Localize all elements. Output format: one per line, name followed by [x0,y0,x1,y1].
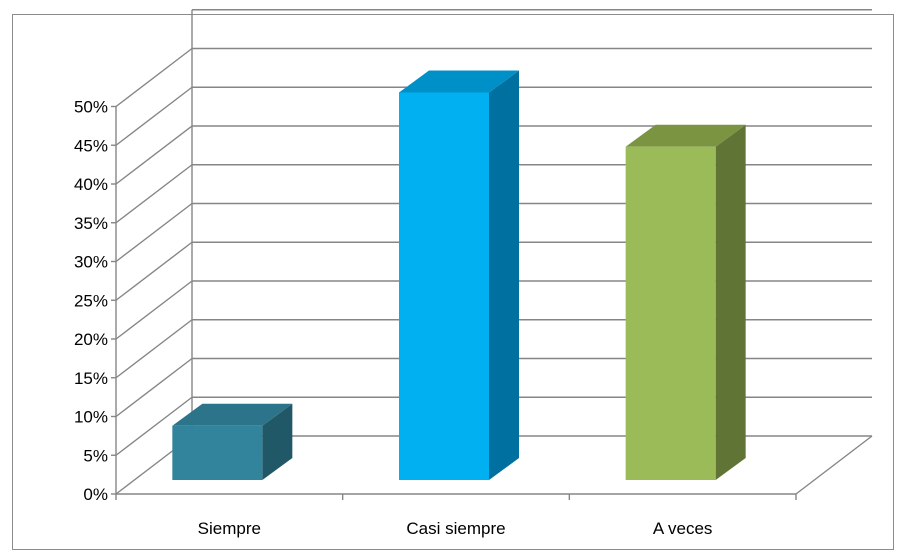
y-tick-label: 25% [74,291,108,310]
gridline-side [115,202,193,263]
gridline-side [115,164,193,224]
bar [399,92,489,480]
y-tick-label: 45% [74,136,108,155]
gridline-side [115,86,193,146]
gridline-side [115,47,193,108]
y-tick-label: 35% [74,214,108,233]
y-tick-label: 5% [83,446,108,465]
y-tick-label: 50% [74,98,108,117]
gridline-side [115,280,193,340]
gridline-side [115,241,193,301]
gridline-side [115,125,193,185]
y-tick-label: 10% [74,408,108,427]
y-tick-label: 40% [74,175,108,194]
bar-side [715,124,746,480]
x-tick-label: Casi siempre [406,519,505,538]
x-tick-label: A veces [653,519,713,538]
gridline-side [115,319,193,379]
bar [625,146,716,480]
floor-right-edge [795,435,873,495]
gridline-side [115,357,193,418]
bar-top [399,70,519,93]
bar-side [489,70,519,480]
bar-top [625,124,746,147]
x-tick-label: Siempre [198,519,261,538]
bar [172,425,263,480]
y-tick-label: 30% [74,253,108,272]
bar-top [172,403,293,426]
gridline-side [115,396,193,456]
y-tick-label: 15% [74,369,108,388]
bar-side [262,403,293,480]
y-tick-label: 20% [74,330,108,349]
y-tick-label: 0% [83,485,108,504]
